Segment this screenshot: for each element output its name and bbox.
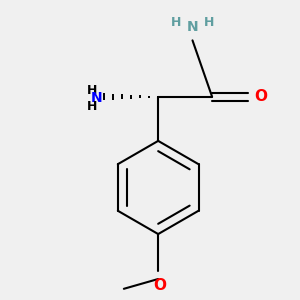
Text: N: N (91, 92, 103, 105)
Text: N: N (187, 20, 198, 34)
Text: H: H (87, 100, 98, 113)
Text: H: H (87, 84, 98, 97)
Text: O: O (255, 89, 268, 104)
Text: H: H (171, 16, 181, 29)
Text: H: H (204, 16, 214, 29)
Text: O: O (153, 278, 166, 293)
